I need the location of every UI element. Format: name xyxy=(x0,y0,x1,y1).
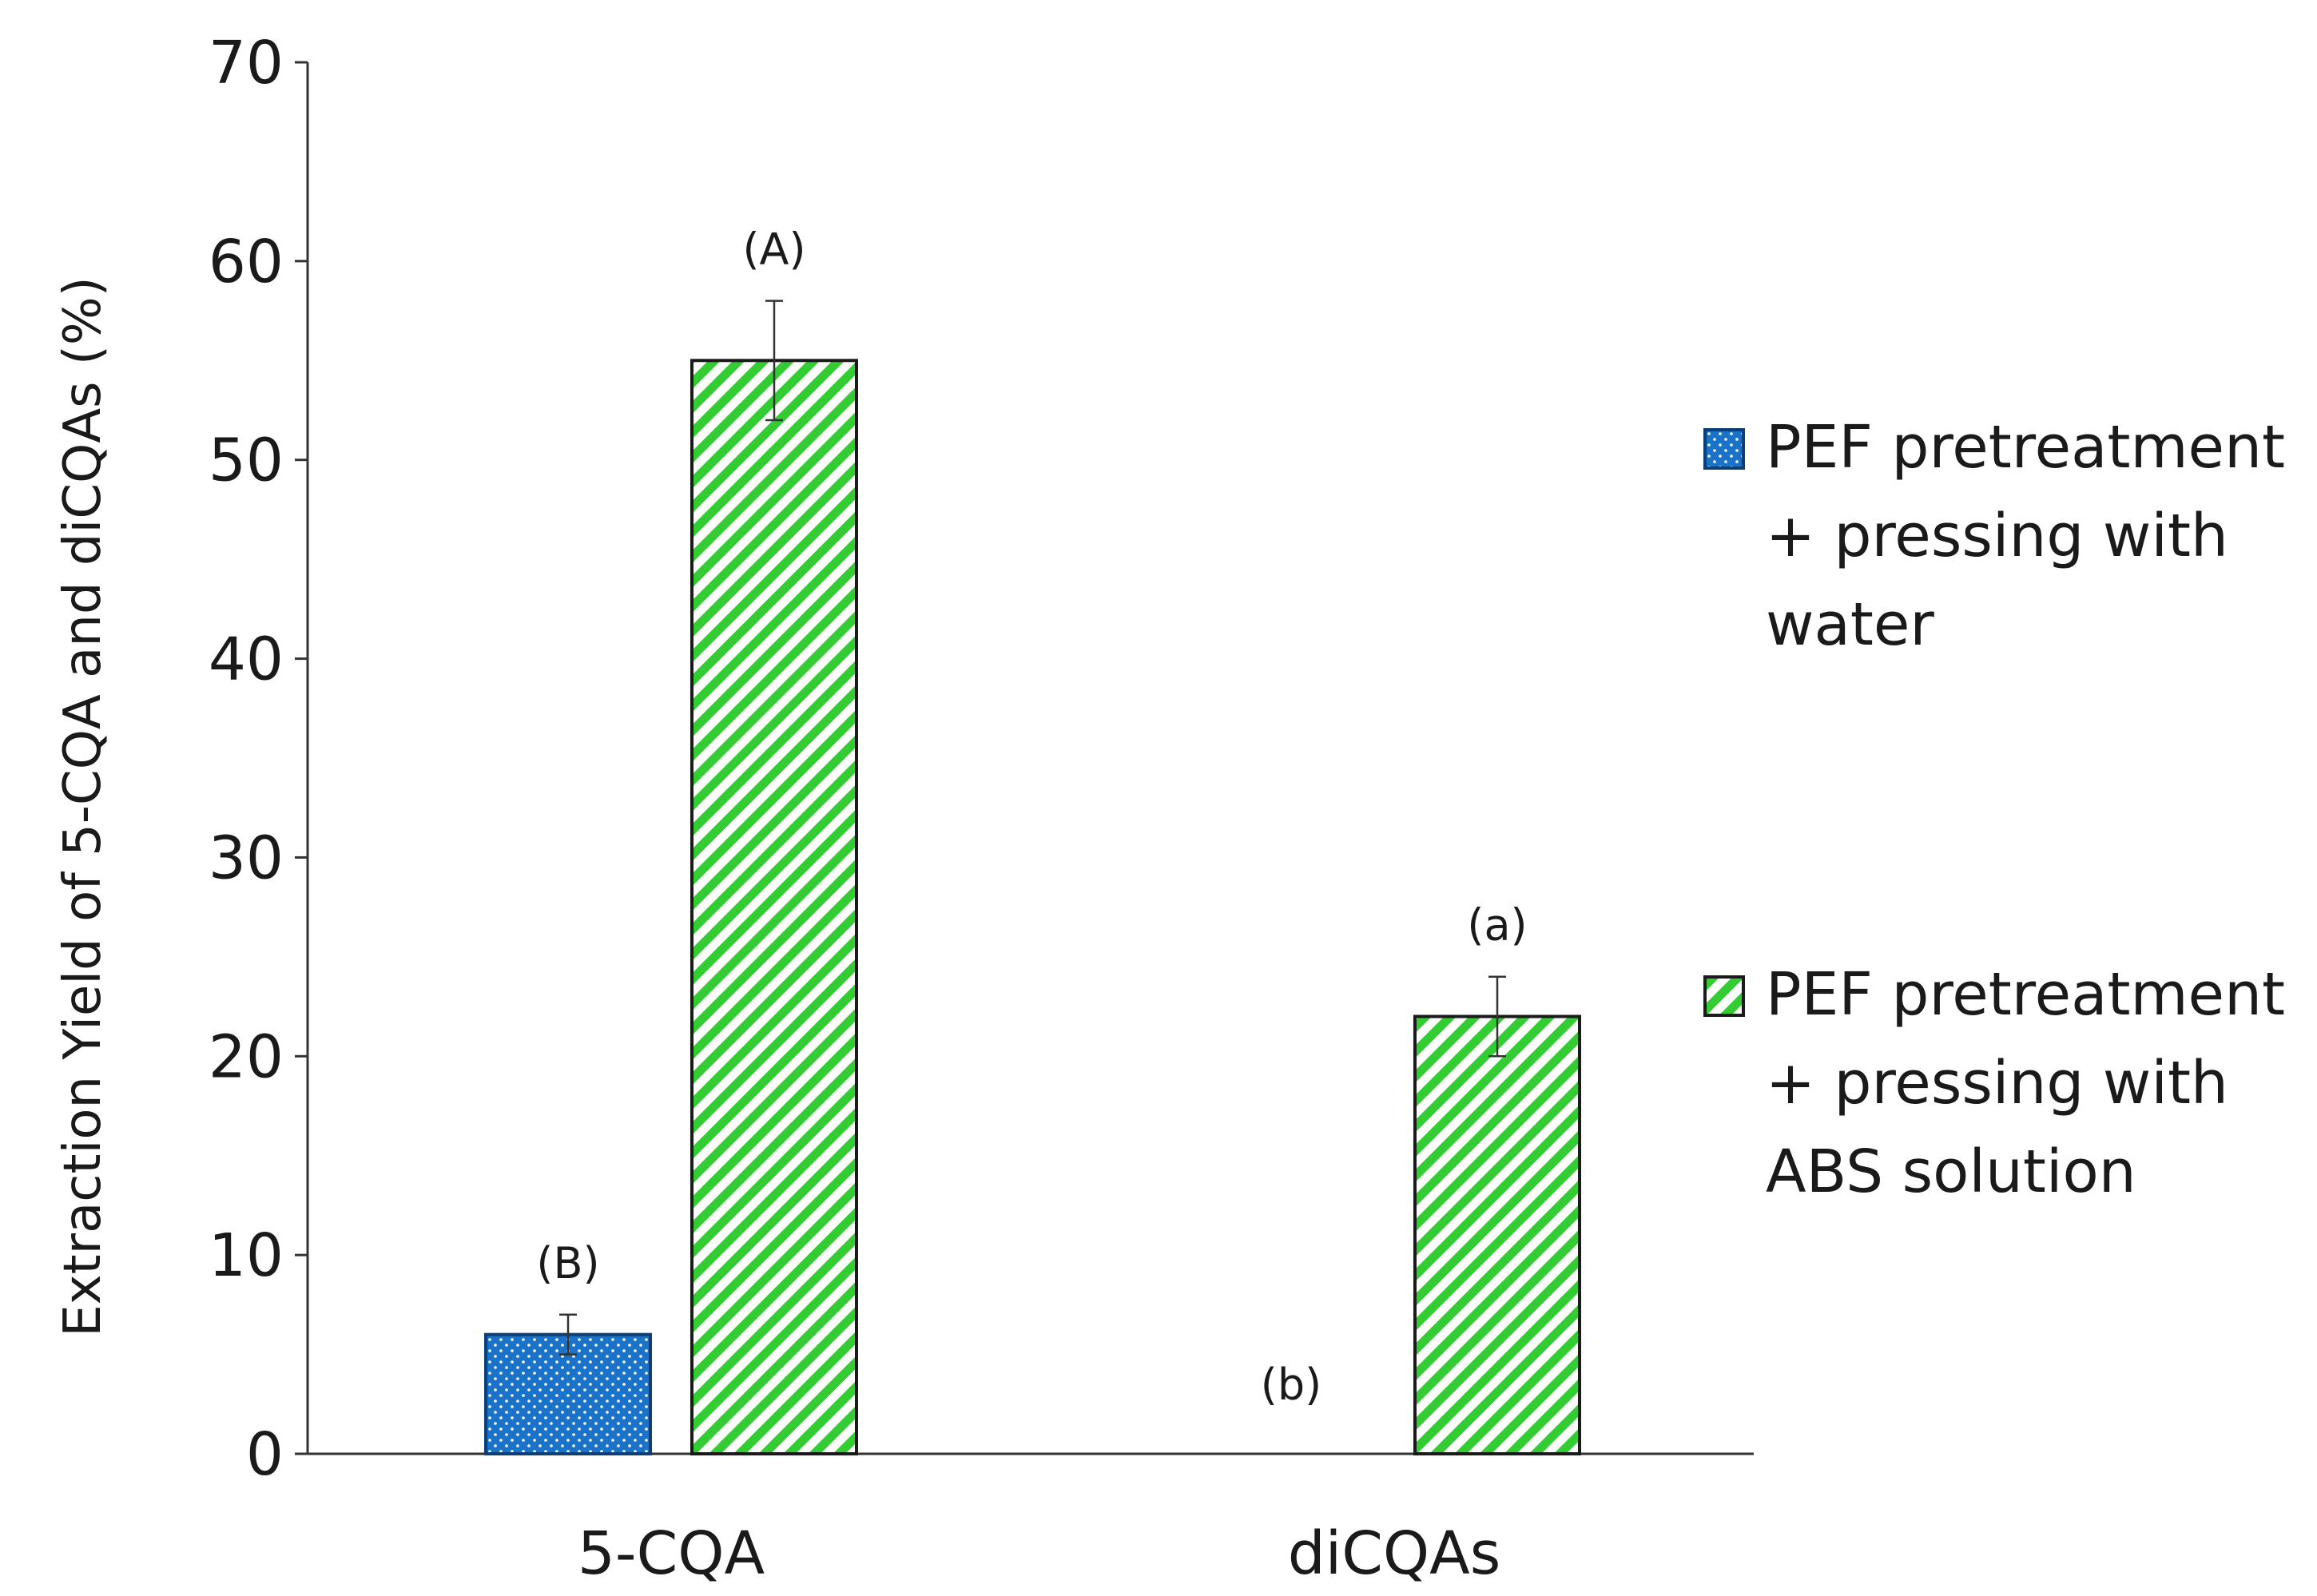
y-tick-label: 30 xyxy=(209,824,284,892)
x-category-label: 5-CQA xyxy=(578,1519,765,1588)
y-tick-label: 40 xyxy=(209,625,284,694)
y-axis: 0 10 20 30 40 50 60 70 xyxy=(209,29,309,1489)
y-tick-label: 70 xyxy=(209,29,284,97)
legend-swatch xyxy=(1703,975,1745,1017)
significance-label: (b) xyxy=(1261,1360,1321,1410)
y-tick-label: 60 xyxy=(209,228,284,296)
x-category-label: diCQAs xyxy=(1288,1519,1501,1588)
legend-label: + pressing with xyxy=(1766,1049,2228,1118)
legend-label: PEF pretreatment xyxy=(1766,413,2285,482)
legend-label: + pressing with xyxy=(1766,502,2228,570)
y-tick-label: 0 xyxy=(246,1420,284,1489)
bar xyxy=(690,359,858,1455)
y-tick-label: 20 xyxy=(209,1022,284,1091)
legend-label: water xyxy=(1766,590,1934,659)
bar xyxy=(1413,1014,1581,1455)
significance-label: (a) xyxy=(1467,900,1527,951)
y-tick-label: 50 xyxy=(209,427,284,495)
significance-label: (A) xyxy=(742,224,805,275)
legend-label: ABS solution xyxy=(1766,1137,2136,1206)
y-axis-title: Extraction Yield of 5-CQA and diCQAs (%) xyxy=(54,276,113,1336)
x-axis: 5-CQA diCQAs xyxy=(308,1452,1754,1588)
significance-label: (B) xyxy=(536,1238,599,1288)
y-tick-label: 10 xyxy=(209,1221,284,1290)
legend-label: PEF pretreatment xyxy=(1766,960,2285,1029)
bars: (B) (A) (b) (a) xyxy=(484,224,1581,1455)
legend-swatch xyxy=(1703,428,1745,470)
legend: PEF pretreatment + pressing with water PEF … xyxy=(1703,413,2285,1206)
